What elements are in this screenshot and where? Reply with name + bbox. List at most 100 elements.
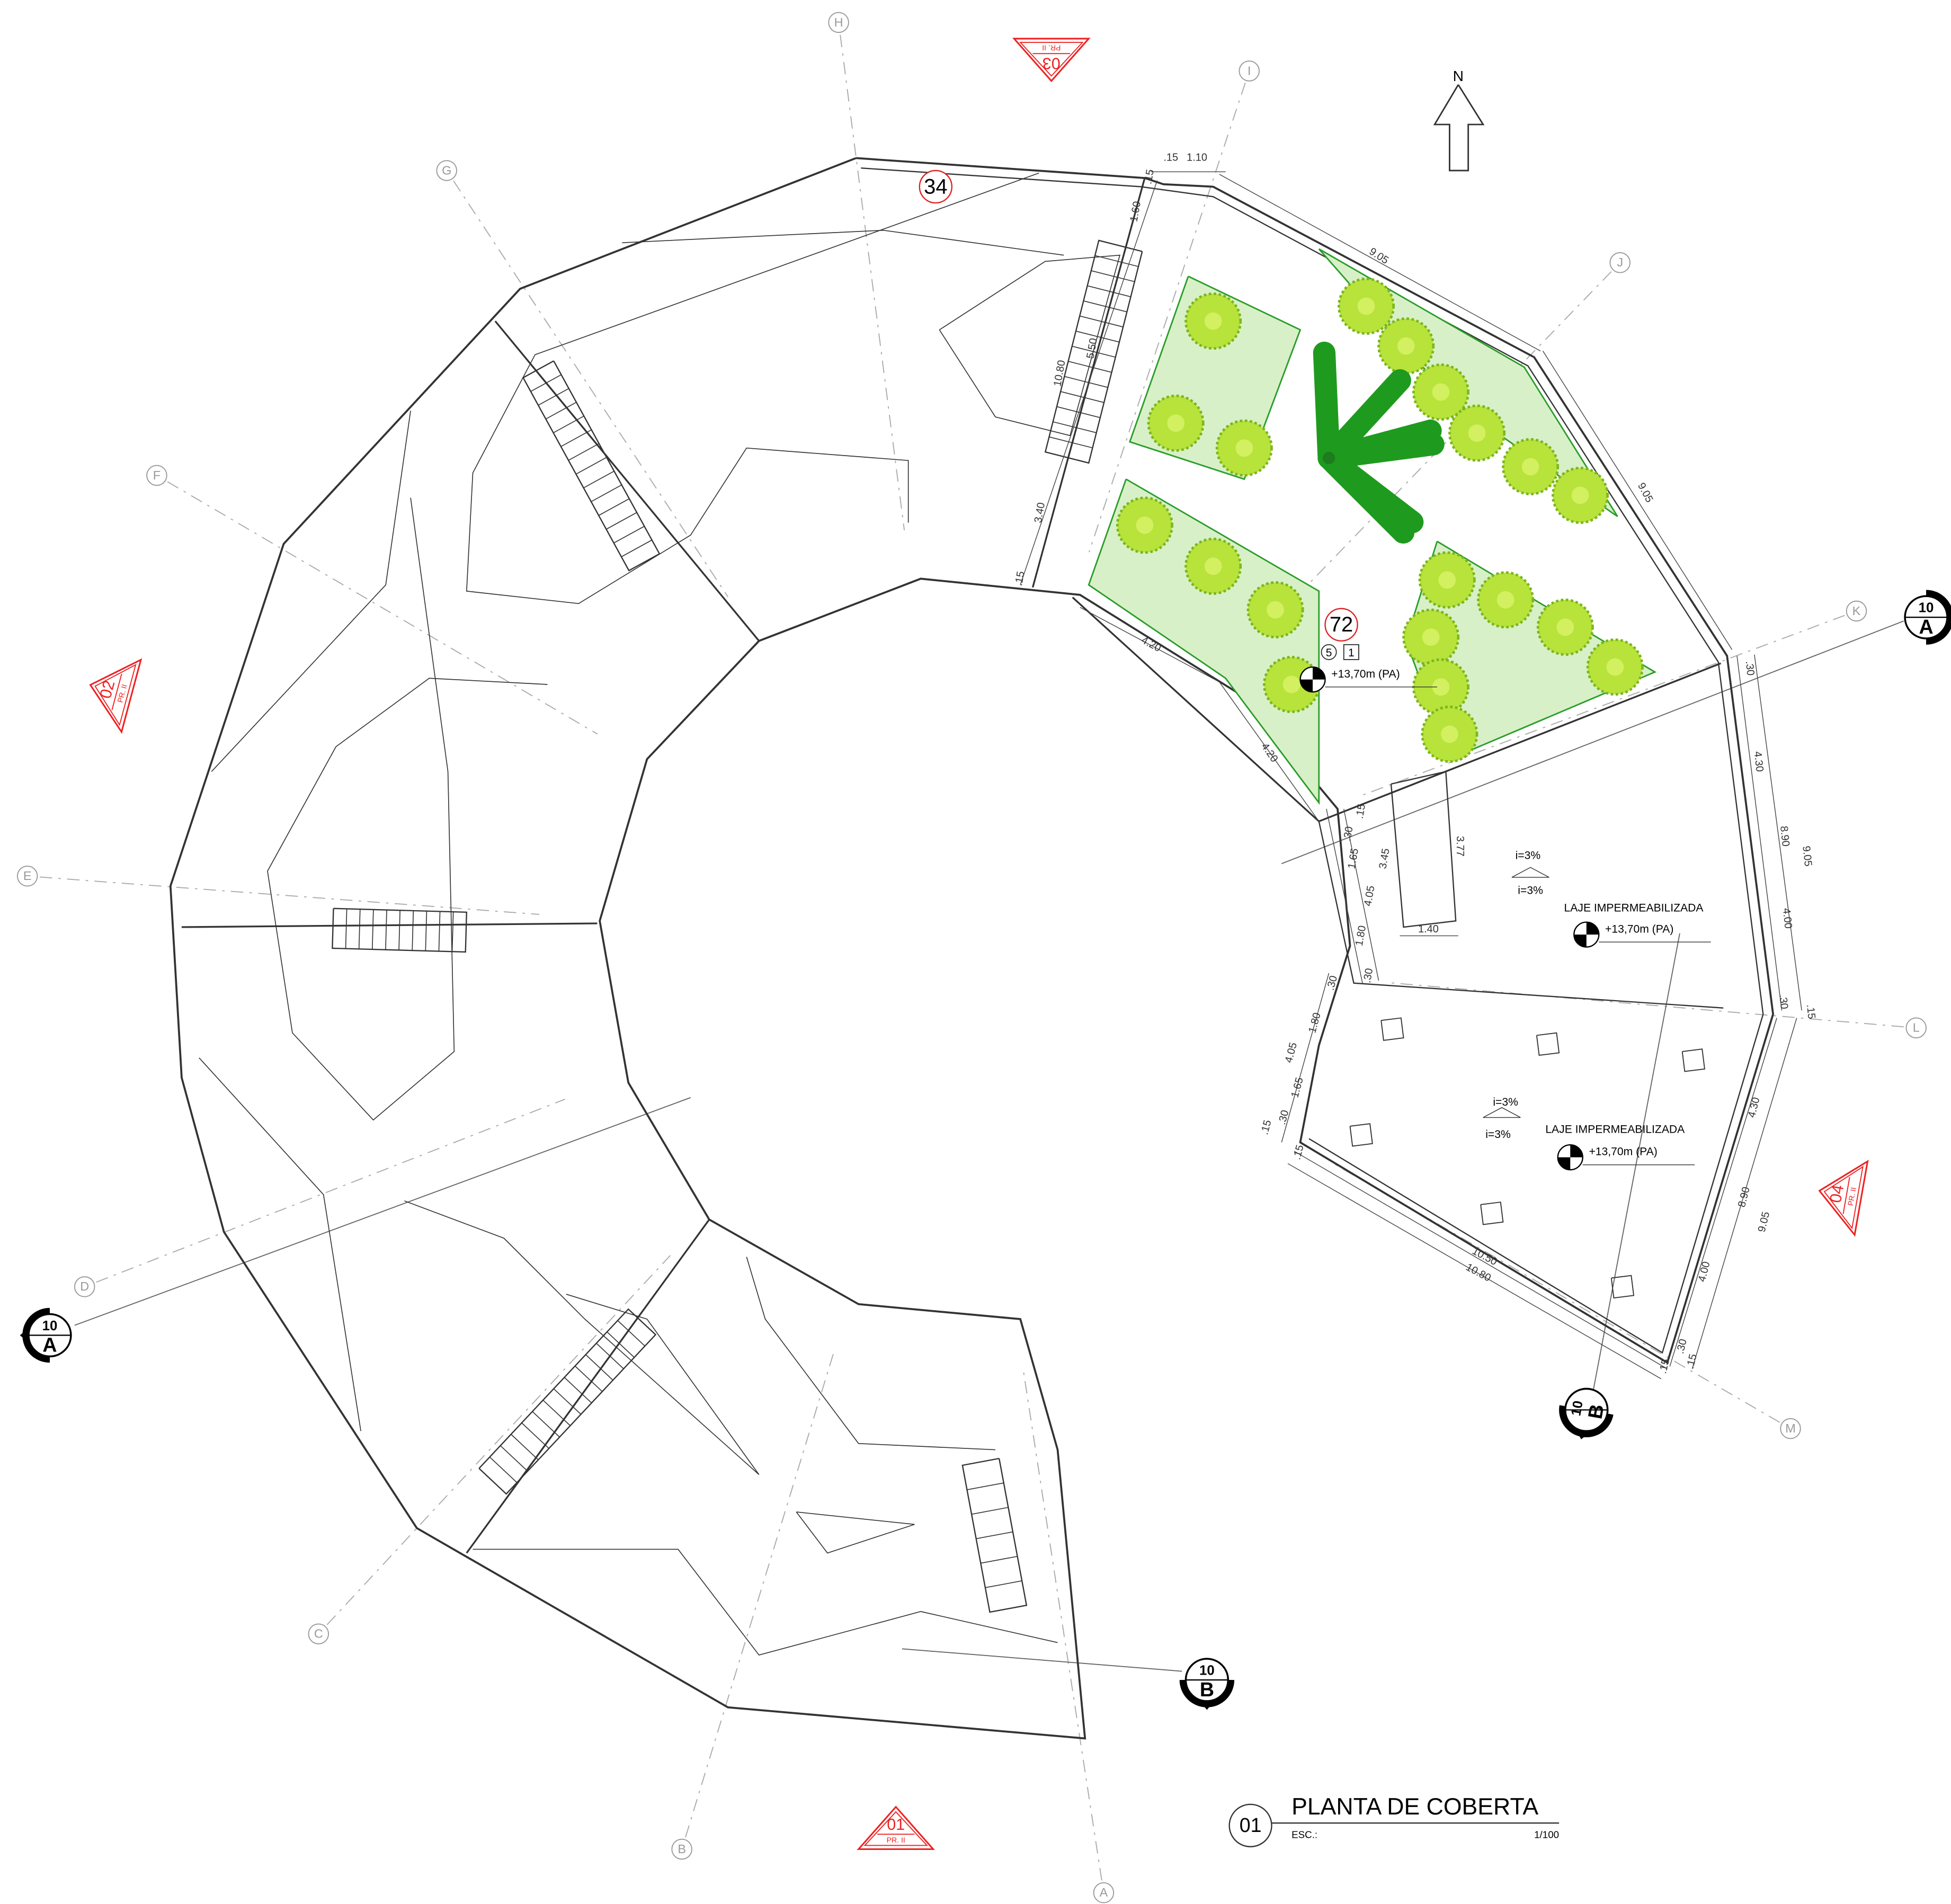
slope-label: i=3% xyxy=(1493,1096,1518,1108)
dimension-label: 4.05 xyxy=(1283,1041,1299,1064)
section-letter: A xyxy=(42,1334,57,1356)
section-number: 10 xyxy=(1199,1663,1215,1678)
tree-core xyxy=(1432,383,1450,401)
elevation-triangle-inner xyxy=(863,1811,929,1846)
dimension-label: 1.60 xyxy=(1128,200,1143,223)
elevation-number: 01 xyxy=(887,1816,905,1834)
elevation-number: 04 xyxy=(1827,1184,1847,1204)
stair-tread xyxy=(1083,300,1127,313)
level-marker-fill xyxy=(1300,667,1325,692)
grid-axis-bubble xyxy=(1093,1882,1115,1903)
room-tag-circle xyxy=(919,170,953,204)
drain xyxy=(1681,1048,1705,1072)
slope-label: i=3% xyxy=(1485,1128,1511,1141)
dimension-label: .30 xyxy=(1777,994,1790,1010)
stair xyxy=(332,907,468,953)
facet-line xyxy=(466,172,1039,604)
grid-axis-line xyxy=(1362,615,1845,796)
grid-axis-bubble xyxy=(1780,1418,1801,1439)
elevation-sheet: PR. II xyxy=(1042,44,1061,52)
stair-tread xyxy=(967,1482,1004,1490)
elevation-divider xyxy=(1842,1177,1850,1214)
palm-frond xyxy=(1317,419,1442,469)
dimension-label: 1.40 xyxy=(1418,923,1439,935)
roof-joint xyxy=(1318,821,1724,1009)
dimension-line xyxy=(1294,1151,1668,1369)
grid-axis-bubble xyxy=(146,465,167,486)
grid-axis-bubble xyxy=(436,160,457,181)
section-line xyxy=(1592,933,1680,1394)
grid-axis-bubble xyxy=(1905,1017,1927,1039)
grid-axis-line xyxy=(1089,83,1246,553)
tree-core xyxy=(1397,337,1415,355)
room-tag: 72 xyxy=(1330,613,1353,636)
dimension-line xyxy=(1287,1163,1662,1380)
level-label: +13,70m (PA) xyxy=(1331,668,1400,680)
grid-axis-line xyxy=(685,1352,834,1838)
tree-core xyxy=(1468,424,1486,442)
grid-axis-label: M xyxy=(1785,1421,1796,1435)
stair-tread xyxy=(1068,361,1112,373)
elevation-number: 02 xyxy=(96,679,119,701)
tree-core xyxy=(1440,725,1458,743)
dimension-label: 1.80 xyxy=(1353,924,1368,947)
dimension-label: 4.00 xyxy=(1696,1260,1713,1283)
facet-line xyxy=(267,497,548,1121)
level-label: +13,70m (PA) xyxy=(1605,923,1673,935)
north-label: N xyxy=(1453,67,1464,84)
section-line xyxy=(1281,620,1904,865)
planter xyxy=(1088,478,1320,805)
stair-tread xyxy=(358,909,361,949)
dimension-label: .15 xyxy=(1657,1358,1672,1375)
scale-label: ESC.: xyxy=(1291,1829,1317,1840)
facet-line xyxy=(473,1549,1058,1656)
dimension-line xyxy=(1020,180,1158,585)
dimension-line xyxy=(1754,654,1802,1011)
facet-line xyxy=(796,1511,915,1554)
note: LAJE IMPERMEABILIZADA xyxy=(1564,902,1704,914)
grid-axis-bubble xyxy=(74,1276,95,1297)
grid-axis-label: L xyxy=(1913,1021,1920,1035)
dimension-label: 8.90 xyxy=(1778,825,1792,847)
section-marker-text: 10A xyxy=(1919,601,1934,638)
stair-tread xyxy=(553,415,584,433)
stair-tread xyxy=(1049,436,1093,449)
stair-tread xyxy=(621,539,653,557)
dimension-line xyxy=(1219,681,1320,822)
stair-tread xyxy=(1072,345,1116,358)
dimension-label: 9.05 xyxy=(1367,246,1391,267)
grid-axis-label: C xyxy=(314,1627,323,1641)
elevation-triangle-inner xyxy=(94,664,137,726)
tree-core xyxy=(1571,486,1589,504)
palm-frond xyxy=(1317,447,1424,534)
dimension-label: .30 xyxy=(1361,967,1375,984)
section-number: 10 xyxy=(1569,1400,1586,1417)
stair xyxy=(478,1308,657,1495)
dimension-label: .15 xyxy=(1142,168,1156,185)
grid-axis-bubble xyxy=(1846,600,1867,622)
grid-axis-label: F xyxy=(153,468,161,482)
stair xyxy=(522,360,661,572)
tree-core xyxy=(1556,618,1574,636)
grid-axis-label: I xyxy=(1248,64,1251,77)
tree-core xyxy=(1606,658,1624,676)
dimension-label: 3.40 xyxy=(1032,502,1047,524)
facet-line xyxy=(622,229,1064,256)
elevation-divider xyxy=(111,673,122,710)
dimension-label: .15 xyxy=(1804,1004,1818,1020)
tree-core xyxy=(1204,557,1222,575)
stair-tread xyxy=(438,911,441,951)
tree-core xyxy=(1521,458,1539,476)
stair-tread xyxy=(613,526,645,544)
dimension-label: .30 xyxy=(1743,660,1757,676)
stair-tread xyxy=(607,1331,635,1358)
section-number: 10 xyxy=(42,1319,58,1333)
drain xyxy=(1349,1123,1373,1147)
stair-tread xyxy=(451,912,454,952)
dimension-line xyxy=(1736,655,1783,1011)
section-line xyxy=(902,1648,1182,1672)
section-number: 10 xyxy=(1919,601,1934,616)
